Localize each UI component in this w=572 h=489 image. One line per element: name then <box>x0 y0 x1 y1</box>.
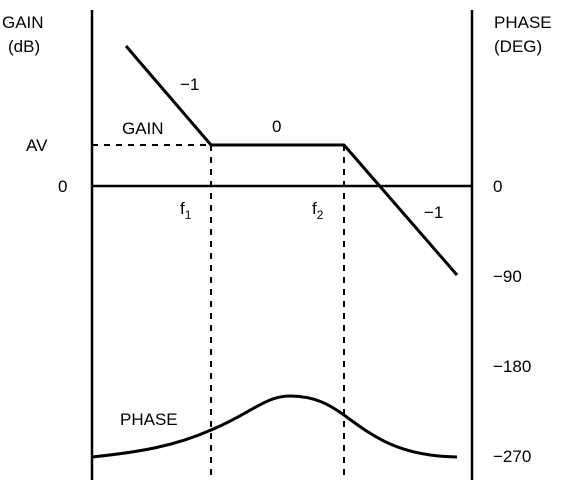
f1-subscript: 1 <box>185 208 192 222</box>
right-tick-minus-90: −90 <box>493 267 522 286</box>
right-tick-minus-180: −180 <box>493 357 531 376</box>
f2-label: f2 <box>312 199 324 222</box>
right-axis-title-line1: PHASE <box>494 13 552 32</box>
right-tick-0: 0 <box>493 177 502 196</box>
slope-flat-label: 0 <box>272 117 281 136</box>
right-axis-title-line2: (DEG) <box>494 37 542 56</box>
f1-base: f <box>180 199 185 218</box>
phase-curve-label: PHASE <box>120 410 178 429</box>
f2-subscript: 2 <box>317 208 324 222</box>
left-axis-title-line1: GAIN <box>2 13 44 32</box>
slope-left-label: −1 <box>180 75 199 94</box>
left-tick-zero: 0 <box>58 177 67 196</box>
slope-right-label: −1 <box>424 203 443 222</box>
phase-curve <box>91 394 458 459</box>
f2-base: f <box>312 199 317 218</box>
gain-curve <box>124 45 459 276</box>
gain-curve-label: GAIN <box>122 119 164 138</box>
left-axis-title-line2: (dB) <box>8 37 40 56</box>
f1-label: f1 <box>180 199 192 222</box>
left-tick-av: AV <box>26 136 48 155</box>
right-tick-minus-270: −270 <box>493 447 531 466</box>
